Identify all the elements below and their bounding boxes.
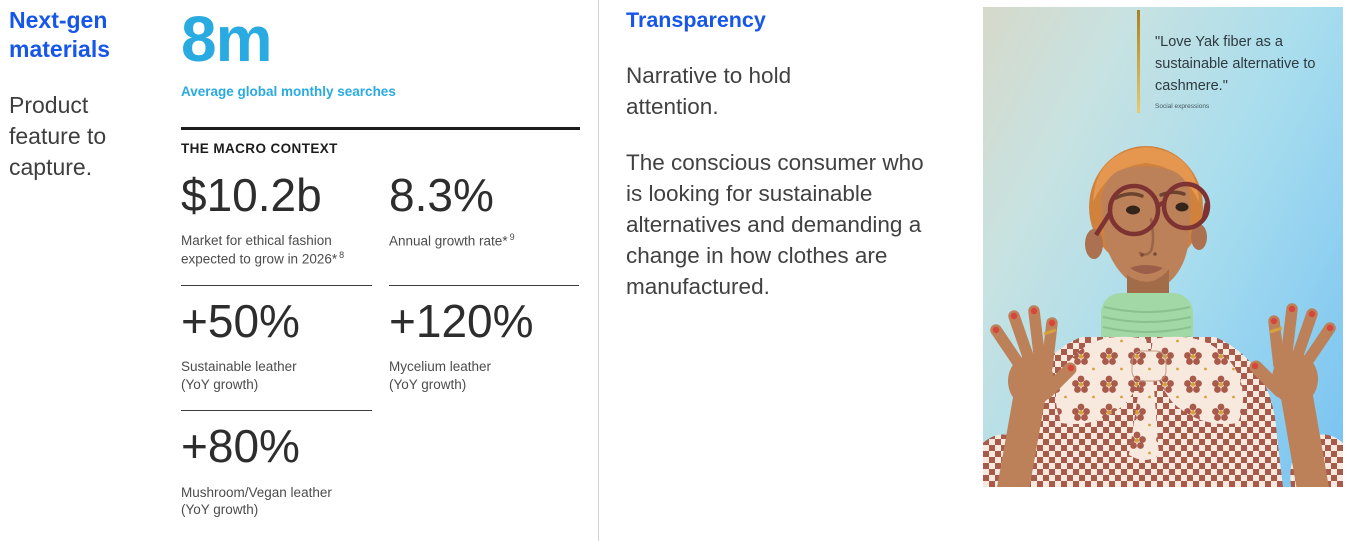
quote-attribution: Social expressions xyxy=(1155,103,1210,110)
stat-value: 8.3% xyxy=(389,169,494,221)
stat-label-line: (YoY growth) xyxy=(181,376,259,392)
stat-label: Mushroom/Vegan leather (YoY growth) xyxy=(181,484,372,519)
stat-mushroom-vegan-leather: +80% Mushroom/Vegan leather (YoY growth) xyxy=(181,411,372,518)
vertical-divider xyxy=(598,0,599,541)
gold-ring xyxy=(1043,328,1057,336)
stat-label: Market for ethical fashion expected to g… xyxy=(181,232,372,268)
footnote-marker: 9 xyxy=(509,232,515,243)
gold-ring xyxy=(1269,326,1283,334)
section-subtitle: Product feature to capture. xyxy=(9,91,107,181)
section-heading-next-gen-materials: Next-gen materials xyxy=(9,7,111,63)
thick-divider-rule xyxy=(181,127,580,130)
stat-label-line: (YoY growth) xyxy=(181,502,259,518)
footnote-marker: 8 xyxy=(339,249,345,260)
blouse xyxy=(983,336,1343,487)
transparency-paragraph-2: The conscious consumer who is looking fo… xyxy=(626,150,924,300)
stat-label: Annual growth rate* 9 xyxy=(389,232,579,250)
hero-stat-caption: Average global monthly searches xyxy=(181,84,396,99)
stat-value: +120% xyxy=(389,294,534,347)
quote-text: "Love Yak fiber as a sustainable alterna… xyxy=(1155,34,1316,94)
stat-label-line: (YoY growth) xyxy=(389,376,467,392)
stat-sustainable-leather: +50% Sustainable leather (YoY growth) xyxy=(181,286,372,412)
glasses xyxy=(1094,181,1211,237)
macro-context-title: THE MACRO CONTEXT xyxy=(181,141,338,156)
portrait-photo: "Love Yak fiber as a sustainable alterna… xyxy=(983,7,1343,487)
transparency-panel: Transparency Narrative to hold attention… xyxy=(626,8,946,302)
right-hand xyxy=(1249,303,1336,487)
stat-label: Sustainable leather (YoY growth) xyxy=(181,358,372,393)
left-hand xyxy=(990,305,1077,487)
stat-label-line: Annual growth rate* xyxy=(389,233,508,249)
stats-panel: 8m Average global monthly searches THE M… xyxy=(181,0,580,519)
stats-grid: $10.2b Market for ethical fashion expect… xyxy=(181,171,580,519)
portrait-illustration xyxy=(983,146,1343,487)
stat-label-line: Mushroom/Vegan leather xyxy=(181,484,332,500)
intro-panel: Next-gen materials Product feature to ca… xyxy=(9,6,164,184)
stat-annual-growth-rate: 8.3% Annual growth rate* 9 xyxy=(389,171,579,286)
quote-accent-bar xyxy=(1137,10,1140,113)
stat-mycelium-leather: +120% Mycelium leather (YoY growth) xyxy=(389,286,579,411)
stat-label-line: Mycelium leather xyxy=(389,359,492,375)
stat-value: $10.2b xyxy=(181,169,322,221)
section-heading-transparency: Transparency xyxy=(626,8,766,32)
hero-stat-value: 8m xyxy=(181,3,273,75)
stat-value: +50% xyxy=(181,294,300,347)
stat-label-line: Sustainable leather xyxy=(181,359,297,375)
stat-value: +80% xyxy=(181,420,300,473)
stat-label-line: Market for ethical fashion xyxy=(181,233,332,249)
stat-label: Mycelium leather (YoY growth) xyxy=(389,358,579,393)
stat-label-line: expected to grow in 2026* xyxy=(181,251,338,267)
transparency-paragraph-1: Narrative to hold attention. xyxy=(626,63,792,120)
stat-market-ethical-fashion: $10.2b Market for ethical fashion expect… xyxy=(181,171,372,286)
